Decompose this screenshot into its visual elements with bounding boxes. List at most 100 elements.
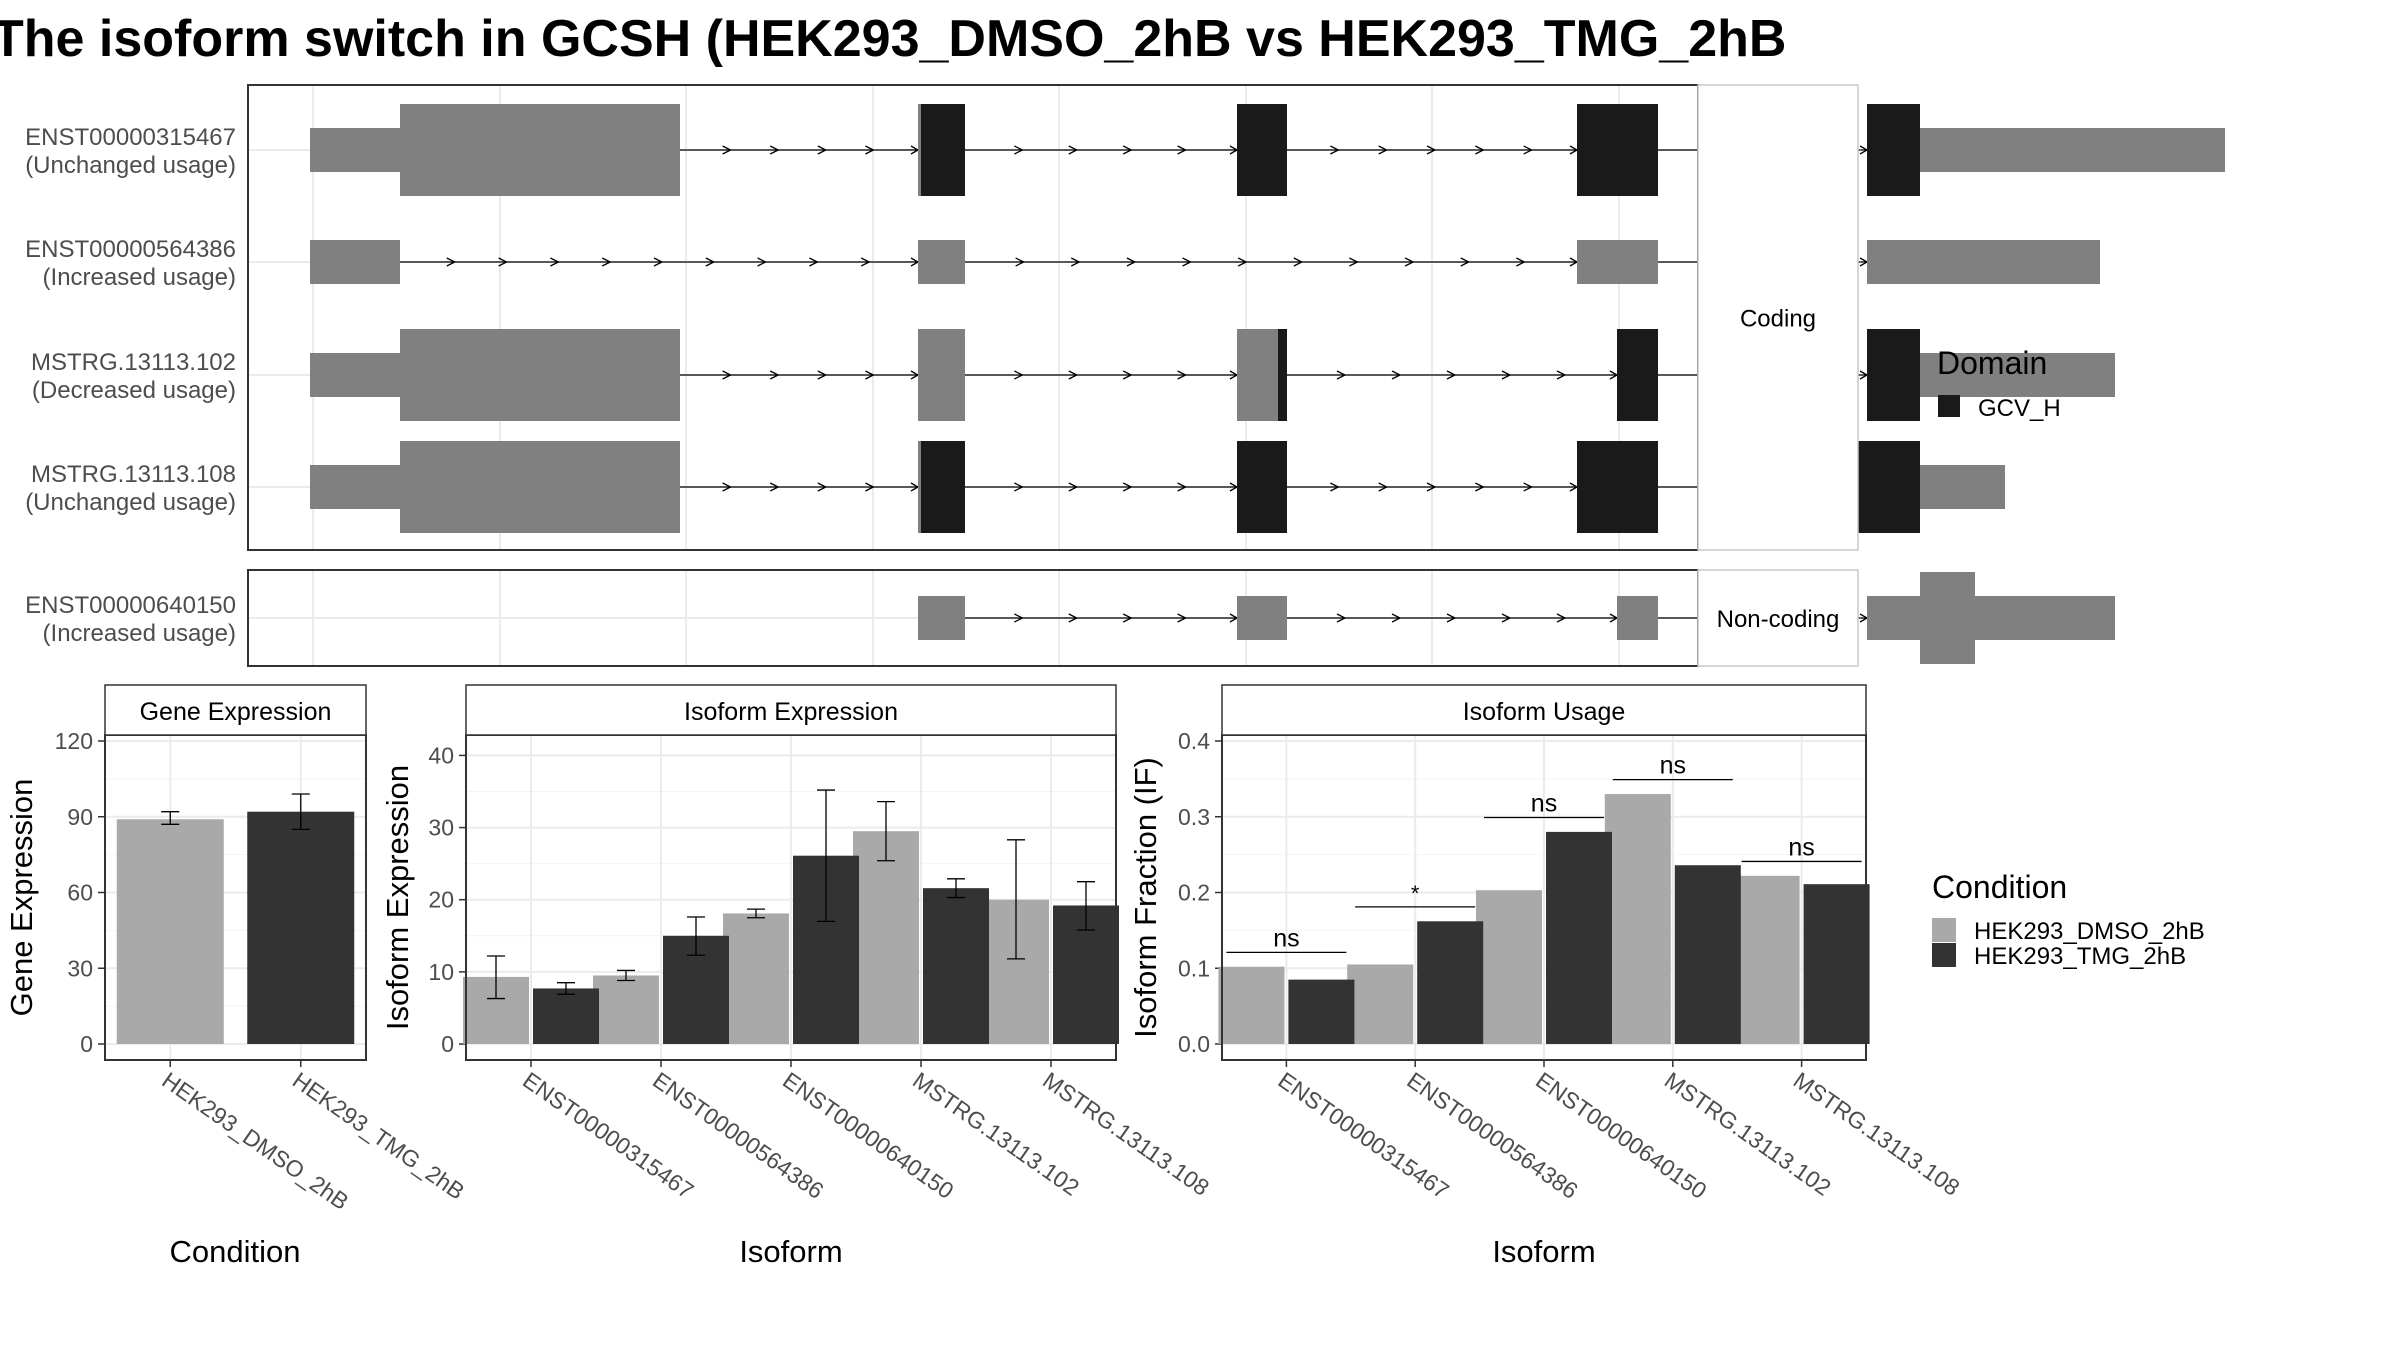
y-tick-label: 10 — [428, 959, 454, 985]
transcript-label: ENST00000640150 — [25, 592, 236, 619]
intron-arrow — [1068, 370, 1079, 380]
domain-legend-title: Domain — [1937, 345, 2047, 381]
facet-strip — [1697, 569, 1859, 667]
intron-arrow — [1556, 370, 1567, 380]
bar-chart-2: 010203040ENST00000315467ENST00000564386E… — [380, 684, 1214, 1269]
intron-arrow — [653, 257, 664, 267]
bar — [1674, 865, 1741, 1044]
exon-block — [1617, 596, 1658, 640]
intron-arrow — [1378, 145, 1389, 155]
intron-arrow — [1122, 482, 1133, 492]
intron-arrow — [1068, 613, 1079, 623]
y-tick-label: 0.3 — [1178, 804, 1210, 830]
intron-arrow — [1237, 257, 1248, 267]
exon-block — [310, 465, 400, 509]
intron-arrow — [1014, 613, 1024, 623]
intron-arrow — [1426, 145, 1437, 155]
y-tick-label: 120 — [55, 728, 93, 754]
facet-label: Coding — [1740, 306, 1816, 333]
intron-arrow — [1349, 257, 1359, 267]
domain-block — [1847, 441, 1920, 533]
bar — [247, 811, 355, 1044]
domain-block — [1577, 104, 1658, 196]
intron-arrow — [1177, 370, 1188, 380]
significance-label: ns — [1788, 833, 1814, 861]
y-tick-label: 0 — [441, 1031, 454, 1057]
intron-arrow — [1014, 145, 1024, 155]
intron-arrow — [1446, 370, 1457, 380]
intron-arrow — [550, 257, 560, 267]
bar — [1803, 884, 1870, 1044]
bar — [593, 975, 659, 1044]
intron-arrow — [1177, 613, 1188, 623]
intron-arrow — [1330, 482, 1340, 492]
bar — [1218, 966, 1285, 1044]
y-tick-label: 60 — [67, 880, 93, 906]
intron-arrow — [722, 145, 733, 155]
bar — [1604, 794, 1671, 1044]
domain-block — [921, 104, 965, 196]
intron-arrow — [601, 257, 612, 267]
intron-arrow — [1068, 145, 1079, 155]
y-tick-label: 90 — [67, 804, 93, 830]
condition-legend-key — [1932, 918, 1956, 942]
intron-arrow — [817, 370, 828, 380]
intron-arrow — [1015, 257, 1026, 267]
transcript-MSTRG.13113.102 — [310, 329, 2115, 421]
domain-block — [1237, 104, 1287, 196]
domain-block — [1577, 441, 1658, 533]
bar — [1546, 831, 1612, 1044]
transcript-label: MSTRG.13113.102 — [31, 349, 236, 376]
intron-arrow — [1122, 145, 1133, 155]
exon-block — [918, 596, 965, 640]
bar — [1417, 921, 1484, 1044]
y-axis-title: Isoform Expression — [380, 765, 415, 1030]
intron-arrow — [1336, 613, 1347, 623]
y-tick-label: 0.2 — [1178, 880, 1210, 906]
structure-panel-2: Non-coding — [247, 569, 2115, 667]
y-tick-label: 20 — [428, 887, 454, 913]
bar-chart-3: 0.00.10.20.30.4ns*nsnsnsENST00000315467E… — [1128, 684, 1965, 1269]
y-tick-label: 0.1 — [1178, 955, 1210, 981]
facet-strip — [104, 684, 367, 736]
bar — [1733, 875, 1800, 1044]
structure-panel-1: Coding — [247, 84, 2225, 551]
condition-legend-key — [1932, 943, 1956, 967]
intron-arrow — [1336, 370, 1347, 380]
transcript-label: ENST00000315467 — [25, 124, 236, 151]
transcript-usage-label: (Decreased usage) — [32, 377, 236, 404]
intron-arrow — [865, 370, 875, 380]
intron-arrow — [1475, 145, 1485, 155]
y-tick-label: 0.0 — [1178, 1031, 1210, 1057]
exon-block — [1920, 572, 1975, 664]
intron-arrow — [722, 482, 733, 492]
chart-panel-title: Isoform Usage — [1463, 698, 1626, 726]
exon-block — [400, 329, 680, 421]
significance-label: ns — [1273, 924, 1299, 952]
bar — [116, 819, 224, 1044]
chart-title: The isoform switch in GCSH (HEK293_DMSO_… — [0, 10, 1786, 68]
bar — [923, 888, 989, 1044]
exon-block — [310, 240, 400, 284]
intron-arrow — [1122, 370, 1133, 380]
y-tick-label: 30 — [67, 955, 93, 981]
exon-block — [918, 240, 965, 284]
exon-block — [310, 353, 400, 397]
y-tick-label: 40 — [428, 742, 454, 768]
domain-legend-label: GCV_H — [1978, 395, 2061, 422]
x-axis-title: Condition — [170, 1234, 301, 1269]
intron-arrow — [1068, 482, 1079, 492]
intron-arrow — [757, 257, 768, 267]
bar — [723, 913, 789, 1044]
significance-label: * — [1411, 881, 1420, 906]
transcript-ENST00000640150 — [918, 572, 2115, 664]
intron-arrow — [498, 257, 509, 267]
transcript-usage-label: (Increased usage) — [43, 620, 236, 647]
intron-arrow — [1475, 482, 1485, 492]
chart-panel-title: Gene Expression — [140, 698, 332, 726]
intron-arrow — [1556, 613, 1567, 623]
y-tick-label: 0 — [80, 1031, 93, 1057]
intron-arrow — [860, 257, 871, 267]
intron-arrow — [1523, 145, 1534, 155]
facet-strip — [1697, 84, 1859, 551]
